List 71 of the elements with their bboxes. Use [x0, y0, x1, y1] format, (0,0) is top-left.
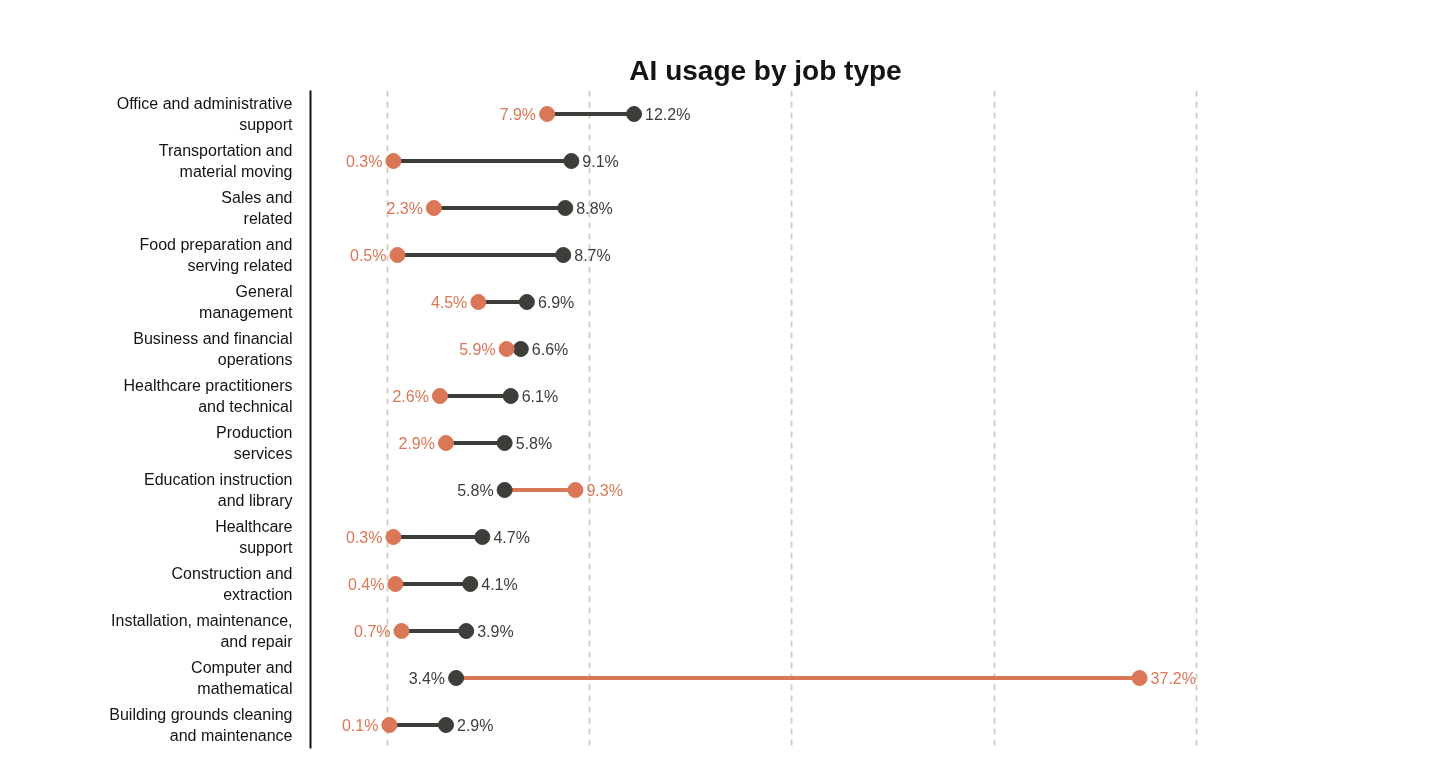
y-tick-label: Installation, maintenance, and repair: [111, 612, 294, 650]
point: [425, 200, 442, 216]
data-label: 2.6%: [392, 387, 429, 405]
point: [462, 576, 479, 592]
y-tick-label: Healthcare practitioners and technical: [123, 377, 293, 415]
data-label: 4.1%: [481, 575, 518, 593]
y-tick-label: General management: [199, 283, 294, 321]
point: [474, 529, 491, 545]
point: [470, 294, 487, 310]
point: [555, 247, 572, 263]
data-label: 37.2%: [1150, 669, 1196, 687]
y-tick-label: Education instruction and library: [143, 471, 293, 509]
data-label: 2.9%: [398, 434, 435, 452]
point: [431, 388, 448, 404]
point: [512, 341, 529, 357]
y-tick-label: Healthcare support: [215, 518, 294, 556]
data-label: 0.7%: [354, 622, 391, 640]
data-label: 3.4%: [408, 669, 446, 687]
point: [498, 341, 515, 357]
y-tick-label: Sales and related: [221, 189, 293, 227]
y-tick-label: Business and financial operations: [133, 330, 293, 368]
data-label: 8.8%: [576, 199, 613, 217]
data-label: 6.1%: [521, 387, 559, 405]
data-label: 2.9%: [456, 716, 494, 734]
y-tick-label: Construction and extraction: [171, 565, 293, 603]
y-tick-label: Computer and mathematical: [191, 659, 293, 697]
point: [567, 482, 584, 498]
data-label: 7.9%: [499, 105, 537, 123]
point: [381, 717, 398, 733]
data-label: 5.9%: [459, 340, 496, 358]
data-label: 12.2%: [645, 105, 691, 123]
point: [539, 106, 556, 122]
point: [437, 435, 454, 451]
data-label: 0.5%: [349, 246, 387, 264]
data-label: 0.1%: [341, 716, 379, 734]
data-label: 8.7%: [574, 246, 611, 264]
point: [458, 623, 475, 639]
point: [385, 153, 402, 169]
y-tick-label: Production services: [216, 424, 293, 462]
y-tick-label: Building grounds cleaning and maintenance: [109, 706, 293, 744]
point: [557, 200, 574, 216]
data-label: 5.8%: [457, 481, 494, 499]
chart-title: AI usage by job type: [629, 54, 902, 86]
point: [518, 294, 535, 310]
data-label: 0.4%: [347, 575, 385, 593]
point: [502, 388, 519, 404]
data-label: 4.7%: [493, 528, 530, 546]
data-label: 9.1%: [582, 152, 619, 170]
point: [385, 529, 402, 545]
y-tick-label: Transportation and material moving: [158, 142, 293, 180]
point: [393, 623, 410, 639]
point: [626, 106, 643, 122]
data-label: 0.3%: [345, 528, 383, 546]
data-label: 9.3%: [586, 481, 623, 499]
point: [496, 435, 513, 451]
point: [437, 717, 454, 733]
point: [448, 670, 465, 686]
point: [563, 153, 580, 169]
point: [389, 247, 406, 263]
point: [1131, 670, 1148, 686]
data-label: 6.6%: [531, 340, 569, 358]
data-label: 5.8%: [515, 434, 553, 452]
data-label: 3.9%: [477, 622, 514, 640]
data-label: 4.5%: [430, 293, 468, 311]
point: [496, 482, 513, 498]
data-label: 6.9%: [537, 293, 575, 311]
data-label: 0.3%: [345, 152, 383, 170]
y-tick-label: Office and administrative support: [116, 95, 294, 133]
point: [387, 576, 404, 592]
y-tick-label: Food preparation and serving related: [139, 236, 293, 274]
data-label: 2.3%: [386, 199, 423, 217]
